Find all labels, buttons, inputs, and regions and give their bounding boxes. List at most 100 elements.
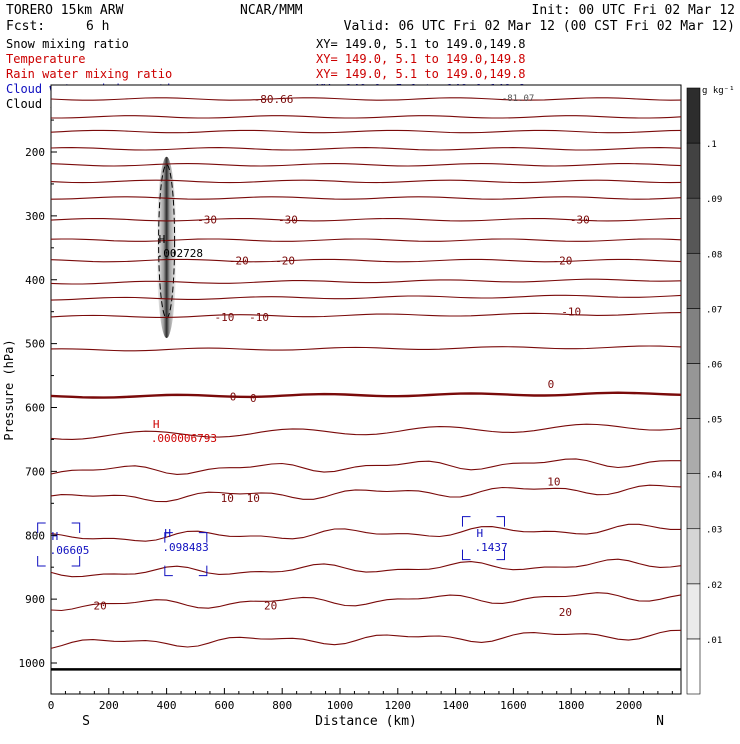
colorbar-segment <box>686 528 701 585</box>
x-tick-label: 800 <box>272 699 292 712</box>
x-axis-label: Distance (km) <box>315 714 417 729</box>
y-tick-label: 900 <box>25 593 45 606</box>
isotherm-label: -10 <box>561 306 581 319</box>
colorbar-unit: g kg⁻¹ <box>702 86 735 96</box>
isotherm-label: 0 <box>548 378 555 391</box>
colorbar-label: .06 <box>706 360 722 370</box>
isotherm-label: -30 <box>570 214 590 227</box>
colorbar-label: .09 <box>706 195 722 205</box>
colorbar-label: .03 <box>706 526 722 536</box>
isotherm-label: 0 <box>230 391 237 404</box>
isotherm-line <box>50 163 682 167</box>
isotherm-label: 10 <box>247 492 260 505</box>
isotherm-line <box>50 196 682 200</box>
colorbar: .01 .02 .03 .04 .05 .06 .07 .08 .09 .1 <box>686 87 722 695</box>
colorbar-label: .04 <box>706 471 722 481</box>
isotherm-line <box>50 294 682 301</box>
max-marker-value: .06605 <box>50 544 90 557</box>
x-tick-label: 200 <box>99 699 119 712</box>
max-marker-h: H <box>52 530 59 543</box>
isotherm-label: -20 <box>553 255 573 268</box>
x-tick-label: 2000 <box>616 699 643 712</box>
y-tick-label: 400 <box>25 274 45 287</box>
y-tick-label: 700 <box>25 465 45 478</box>
cloud-water-contour <box>164 532 208 577</box>
y-tick-label: 800 <box>25 529 45 542</box>
colorbar-label: .01 <box>706 636 722 646</box>
y-axis-ticks: 200 300 400 500 600 700 800 900 1000 <box>19 119 57 670</box>
isotherm-label: -10 <box>214 311 234 324</box>
isotherm-line <box>50 258 682 263</box>
colorbar-segment <box>686 363 701 419</box>
isotherm-label: -81.07 <box>502 94 535 104</box>
colorbar-segment <box>686 473 701 530</box>
colorbar-label: .1 <box>706 140 717 150</box>
legend-field-coords: XY= 149.0, 5.1 to 149.0,149.8 <box>316 67 526 81</box>
isotherm-label: 10 <box>221 492 234 505</box>
isotherm-line <box>50 97 682 101</box>
colorbar-segment <box>686 197 701 254</box>
colorbar-segment <box>686 87 701 144</box>
max-marker-value: .002728 <box>157 247 203 260</box>
legend-field-name: Rain water mixing ratio <box>6 67 172 81</box>
isotherm-line <box>50 238 682 242</box>
fcst-value: 6 h <box>86 19 109 34</box>
fcst-label: Fcst: <box>6 19 45 34</box>
x-tick-label: 1400 <box>442 699 469 712</box>
init-time: Init: 00 UTC Fri 02 Mar 12 <box>532 3 736 18</box>
org-label: NCAR/MMM <box>240 3 303 18</box>
isotherm-label: -30 <box>278 214 298 227</box>
x-tick-label: 1800 <box>558 699 585 712</box>
max-marker-h: H <box>476 527 483 540</box>
colorbar-label: .07 <box>706 305 722 315</box>
cloud-water-contour <box>37 522 81 567</box>
cloud-ice-core <box>156 156 177 339</box>
colorbar-segment <box>686 583 701 640</box>
isotherm-label: -20 <box>275 255 295 268</box>
isotherm-line <box>50 391 682 399</box>
y-tick-label: 500 <box>25 338 45 351</box>
isotherm-line <box>50 523 681 542</box>
isotherm-label: 0 <box>250 392 257 405</box>
legend-field-name: Snow mixing ratio <box>6 37 129 51</box>
max-marker-value: .000006793 <box>151 432 217 445</box>
isotherm-line <box>51 115 682 119</box>
isotherm-label: -80.66 <box>254 93 294 106</box>
direction-north: N <box>656 714 664 729</box>
isotherm-line <box>50 147 682 151</box>
isotherm-label: -30 <box>197 214 217 227</box>
isotherm-label: -20 <box>229 255 249 268</box>
isotherm-label: -10 <box>249 311 269 324</box>
y-tick-label: 600 <box>25 402 45 415</box>
direction-south: S <box>82 714 90 729</box>
colorbar-label: .02 <box>706 581 722 591</box>
plot-frame <box>50 84 682 695</box>
isotherm-line <box>50 592 682 612</box>
x-tick-label: 1200 <box>385 699 412 712</box>
legend-field-name: Temperature <box>6 52 85 66</box>
isotherm-line <box>50 312 682 318</box>
temperature-isotherms <box>50 97 682 649</box>
isotherm-line <box>50 423 682 440</box>
isotherm-label: 20 <box>559 606 572 619</box>
valid-time: Valid: 06 UTC Fri 02 Mar 12 (00 CST Fri … <box>344 19 735 34</box>
x-axis-ticks: 0 200 400 600 800 1000 1200 1400 1600 1800 2000 <box>48 688 673 712</box>
colorbar-segment <box>686 638 701 695</box>
y-tick-label: 300 <box>25 210 45 223</box>
isotherm-line <box>50 278 682 285</box>
x-tick-label: 0 <box>48 699 55 712</box>
colorbar-segment <box>686 308 701 364</box>
isotherm-line <box>50 129 682 134</box>
max-marker-h: H <box>153 418 160 431</box>
isotherm-line <box>50 217 682 222</box>
max-marker-value: .098483 <box>162 541 208 554</box>
colorbar-segment <box>686 418 701 474</box>
isotherm-line <box>50 345 682 352</box>
model-name: TORERO 15km ARW <box>6 3 124 18</box>
isotherm-line <box>50 558 682 578</box>
y-axis-label: Pressure (hPa) <box>2 339 16 440</box>
